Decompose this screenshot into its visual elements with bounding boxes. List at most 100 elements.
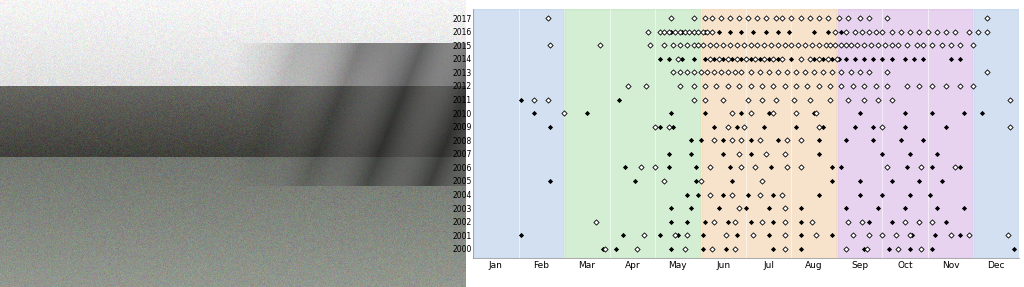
Point (543, 124, 559, 129)
Point (701, 165, 718, 170)
Point (901, 192, 918, 197)
Point (733, 57, 750, 61)
Point (765, 111, 781, 115)
Point (690, 192, 707, 197)
Point (874, 233, 891, 238)
Point (756, 124, 772, 129)
Point (774, 57, 791, 61)
Point (701, 43, 718, 48)
Point (647, 124, 664, 129)
Point (854, 29, 870, 34)
Point (692, 138, 709, 143)
Point (715, 57, 731, 61)
Point (697, 57, 714, 61)
Point (540, 16, 556, 20)
Point (913, 165, 930, 170)
Point (656, 179, 673, 183)
Point (806, 111, 822, 115)
Point (869, 206, 886, 210)
Point (629, 247, 645, 251)
Point (660, 124, 677, 129)
Point (904, 233, 921, 238)
Point (867, 84, 884, 88)
Point (685, 84, 701, 88)
Point (674, 29, 690, 34)
Point (767, 97, 783, 102)
Point (733, 138, 750, 143)
Point (831, 57, 848, 61)
Point (679, 70, 695, 75)
Point (660, 152, 677, 156)
Point (765, 219, 781, 224)
Point (697, 97, 714, 102)
Point (720, 219, 736, 224)
Point (999, 233, 1016, 238)
Point (685, 57, 701, 61)
Point (731, 152, 748, 156)
Point (808, 111, 824, 115)
Point (731, 84, 748, 88)
Point (588, 219, 604, 224)
Point (869, 97, 886, 102)
Point (890, 43, 906, 48)
Point (740, 97, 757, 102)
Point (811, 152, 827, 156)
Point (811, 16, 827, 20)
Point (847, 124, 863, 129)
Point (815, 70, 831, 75)
Point (767, 16, 783, 20)
Point (694, 43, 711, 48)
Point (660, 165, 677, 170)
Point (742, 70, 759, 75)
Point (893, 29, 909, 34)
Point (817, 43, 834, 48)
Point (884, 43, 900, 48)
Point (699, 29, 716, 34)
Point (793, 233, 809, 238)
Point (791, 43, 807, 48)
Point (897, 57, 913, 61)
Point (806, 29, 822, 34)
Point (729, 57, 745, 61)
Point (974, 111, 990, 115)
Point (660, 29, 677, 34)
Point (961, 29, 977, 34)
Point (897, 206, 913, 210)
Point (690, 29, 707, 34)
Point (947, 165, 964, 170)
Point (729, 233, 745, 238)
Point (793, 16, 809, 20)
Point (925, 84, 941, 88)
Point (756, 43, 772, 48)
Point (824, 70, 841, 75)
Point (742, 111, 759, 115)
Point (865, 138, 882, 143)
Point (663, 247, 679, 251)
Point (856, 84, 872, 88)
Point (811, 124, 827, 129)
Point (692, 70, 709, 75)
Point (672, 70, 688, 75)
Point (688, 165, 705, 170)
Point (951, 43, 968, 48)
Point (947, 29, 964, 34)
Point (856, 57, 872, 61)
Point (890, 247, 906, 251)
Point (746, 165, 763, 170)
Point (746, 57, 763, 61)
Point (711, 57, 727, 61)
Point (869, 43, 886, 48)
Point (901, 247, 918, 251)
Point (852, 192, 868, 197)
Point (761, 206, 777, 210)
Point (665, 124, 681, 129)
Point (737, 206, 754, 210)
Point (597, 247, 613, 251)
Point (913, 247, 930, 251)
Point (966, 84, 982, 88)
Point (526, 111, 543, 115)
Point (765, 247, 781, 251)
Point (752, 138, 768, 143)
Point (852, 16, 868, 20)
Point (852, 70, 868, 75)
